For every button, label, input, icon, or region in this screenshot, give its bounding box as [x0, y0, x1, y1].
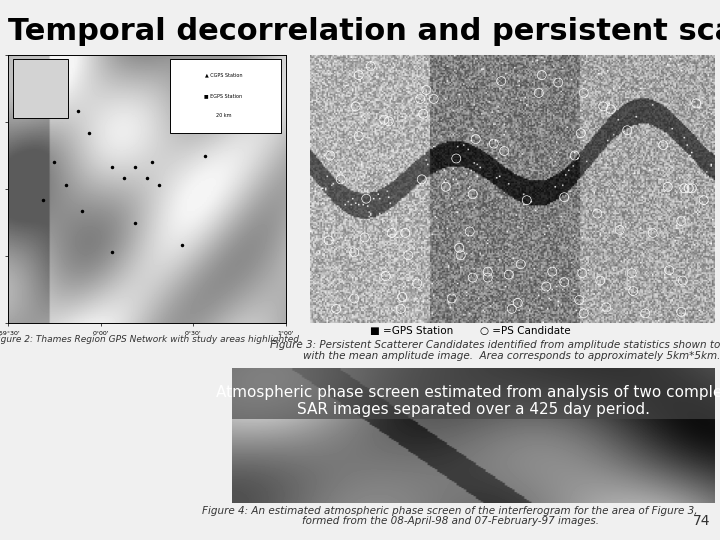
Text: 20 km: 20 km — [216, 113, 231, 118]
Bar — [13, 59, 68, 118]
Text: 74: 74 — [693, 514, 710, 528]
Text: Temporal decorrelation and persistent scatterers: Temporal decorrelation and persistent sc… — [8, 17, 720, 46]
Text: Figure 2: Thames Region GPS Network with study areas highlighted.: Figure 2: Thames Region GPS Network with… — [0, 335, 302, 344]
Text: Figure 3: Persistent Scatterer Candidates identified from amplitude statistics s: Figure 3: Persistent Scatterer Candidate… — [269, 340, 720, 350]
Text: formed from the 08-April-98 and 07-February-97 images.: formed from the 08-April-98 and 07-Febru… — [302, 516, 598, 526]
Text: SAR images separated over a 425 day period.: SAR images separated over a 425 day peri… — [297, 402, 650, 417]
Text: ■ EGPS Station: ■ EGPS Station — [204, 93, 243, 98]
FancyBboxPatch shape — [170, 59, 282, 133]
Text: with the mean amplitude image.  Area corresponds to approximately 5km*5km.: with the mean amplitude image. Area corr… — [303, 351, 720, 361]
Text: ○ =PS Candidate: ○ =PS Candidate — [480, 326, 571, 336]
Text: ▲ CGPS Station: ▲ CGPS Station — [204, 72, 242, 78]
Text: Atmospheric phase screen estimated from analysis of two complex: Atmospheric phase screen estimated from … — [216, 385, 720, 400]
FancyBboxPatch shape — [232, 368, 715, 419]
Text: Figure 4: An estimated atmospheric phase screen of the interferogram for the are: Figure 4: An estimated atmospheric phase… — [202, 506, 698, 516]
Text: ■ =GPS Station: ■ =GPS Station — [370, 326, 454, 336]
